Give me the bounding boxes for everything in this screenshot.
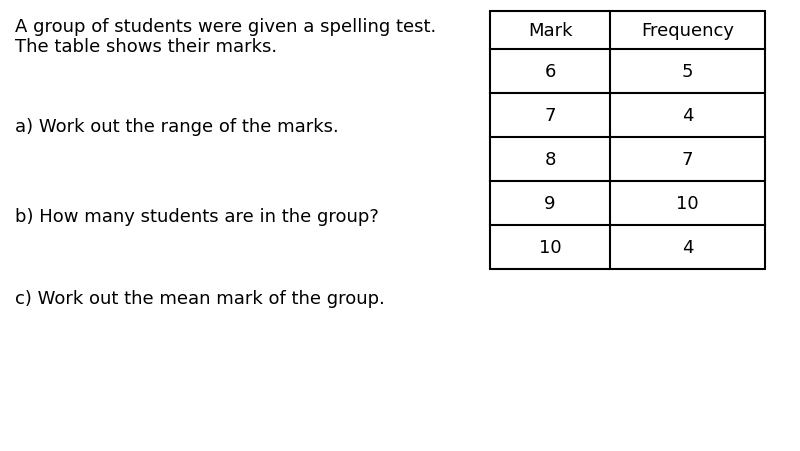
Text: 9: 9 bbox=[544, 194, 556, 212]
Text: 4: 4 bbox=[682, 107, 694, 125]
Text: b) How many students are in the group?: b) How many students are in the group? bbox=[15, 207, 379, 226]
Text: c) Work out the mean mark of the group.: c) Work out the mean mark of the group. bbox=[15, 290, 385, 307]
Text: a) Work out the range of the marks.: a) Work out the range of the marks. bbox=[15, 118, 338, 136]
Text: Frequency: Frequency bbox=[641, 22, 734, 40]
Text: 4: 4 bbox=[682, 239, 694, 257]
Text: 10: 10 bbox=[676, 194, 699, 212]
Text: A group of students were given a spelling test.: A group of students were given a spellin… bbox=[15, 18, 436, 36]
Text: The table shows their marks.: The table shows their marks. bbox=[15, 38, 277, 56]
Bar bbox=[490, 12, 765, 269]
Text: Mark: Mark bbox=[528, 22, 572, 40]
Text: 6: 6 bbox=[544, 63, 556, 81]
Text: 5: 5 bbox=[682, 63, 694, 81]
Text: 7: 7 bbox=[544, 107, 556, 125]
Text: 8: 8 bbox=[544, 151, 556, 169]
Text: 7: 7 bbox=[682, 151, 694, 169]
Text: 10: 10 bbox=[538, 239, 562, 257]
